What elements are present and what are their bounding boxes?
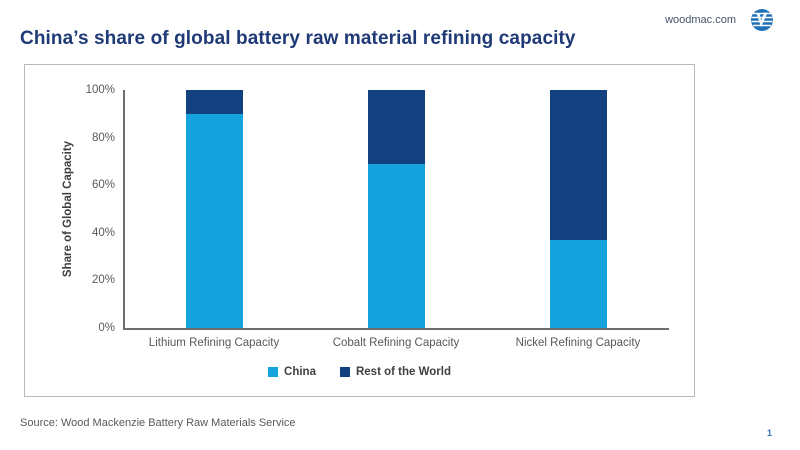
page-title: China’s share of global battery raw mate… <box>20 28 576 49</box>
stacked-bar <box>367 90 425 328</box>
y-tick-label: 80% <box>91 131 115 144</box>
y-tick-label: 0% <box>98 322 115 334</box>
y-tick-label: 100% <box>85 84 115 96</box>
y-tick-label: 40% <box>91 226 115 239</box>
legend-item: Rest of the World <box>339 366 451 378</box>
legend-item: China <box>268 366 316 378</box>
y-tick-label: 60% <box>91 179 115 192</box>
chart-box: Share of Global Capacity 0% 20% 40% 60% 80% 1… <box>24 64 695 397</box>
legend-label: Rest of the World <box>355 366 451 378</box>
legend-swatch-icon <box>268 367 279 377</box>
bar-segment-rest-of-the-world <box>185 90 243 114</box>
legend-swatch-icon <box>339 367 350 377</box>
header: woodmac.com <box>665 7 774 33</box>
bar-segment-rest-of-the-world <box>549 90 607 240</box>
legend-label: China <box>284 366 316 378</box>
x-category-label: Nickel Refining Capacity <box>515 337 641 349</box>
page-number: 1 <box>766 428 772 438</box>
legend: China Rest of the World <box>25 366 694 378</box>
stacked-bar <box>185 90 243 328</box>
x-axis-line <box>123 328 669 330</box>
y-axis-line <box>123 90 125 328</box>
bar-segment-rest-of-the-world <box>367 90 425 164</box>
x-category-label: Lithium Refining Capacity <box>148 337 280 349</box>
x-category-label: Cobalt Refining Capacity <box>332 337 460 349</box>
bar-segment-china <box>185 113 243 328</box>
bar-segment-china <box>367 163 425 328</box>
woodmac-site-link[interactable]: woodmac.com <box>665 14 736 26</box>
y-tick-label: 20% <box>91 274 115 287</box>
x-axis-category-labels: Lithium Refining Capacity Cobalt Refining… <box>123 337 669 349</box>
woodmac-logo-icon <box>750 8 774 32</box>
plot-area <box>123 90 669 328</box>
source-note: Source: Wood Mackenzie Battery Raw Mater… <box>20 417 296 429</box>
y-axis-title: Share of Global Capacity <box>62 140 74 278</box>
stacked-bar <box>549 90 607 328</box>
bar-segment-china <box>549 239 607 328</box>
